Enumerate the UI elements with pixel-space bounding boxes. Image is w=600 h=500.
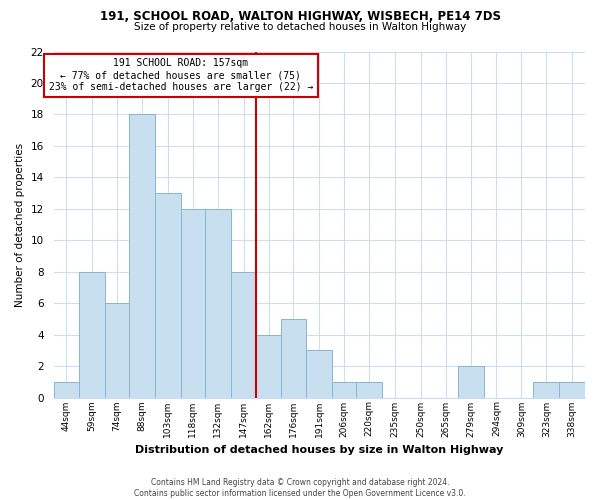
Bar xyxy=(559,382,585,398)
Bar xyxy=(105,303,129,398)
Text: 191, SCHOOL ROAD, WALTON HIGHWAY, WISBECH, PE14 7DS: 191, SCHOOL ROAD, WALTON HIGHWAY, WISBEC… xyxy=(100,10,500,23)
Bar xyxy=(181,209,205,398)
Bar xyxy=(155,193,181,398)
Text: 191 SCHOOL ROAD: 157sqm
← 77% of detached houses are smaller (75)
23% of semi-de: 191 SCHOOL ROAD: 157sqm ← 77% of detache… xyxy=(49,58,313,92)
Bar xyxy=(256,334,281,398)
Bar xyxy=(129,114,155,398)
Bar xyxy=(458,366,484,398)
X-axis label: Distribution of detached houses by size in Walton Highway: Distribution of detached houses by size … xyxy=(135,445,503,455)
Bar xyxy=(79,272,105,398)
Y-axis label: Number of detached properties: Number of detached properties xyxy=(15,142,25,306)
Bar xyxy=(307,350,332,398)
Bar xyxy=(533,382,559,398)
Bar xyxy=(332,382,356,398)
Bar xyxy=(281,319,307,398)
Bar xyxy=(230,272,256,398)
Bar xyxy=(356,382,382,398)
Bar xyxy=(205,209,230,398)
Bar xyxy=(53,382,79,398)
Text: Size of property relative to detached houses in Walton Highway: Size of property relative to detached ho… xyxy=(134,22,466,32)
Text: Contains HM Land Registry data © Crown copyright and database right 2024.
Contai: Contains HM Land Registry data © Crown c… xyxy=(134,478,466,498)
